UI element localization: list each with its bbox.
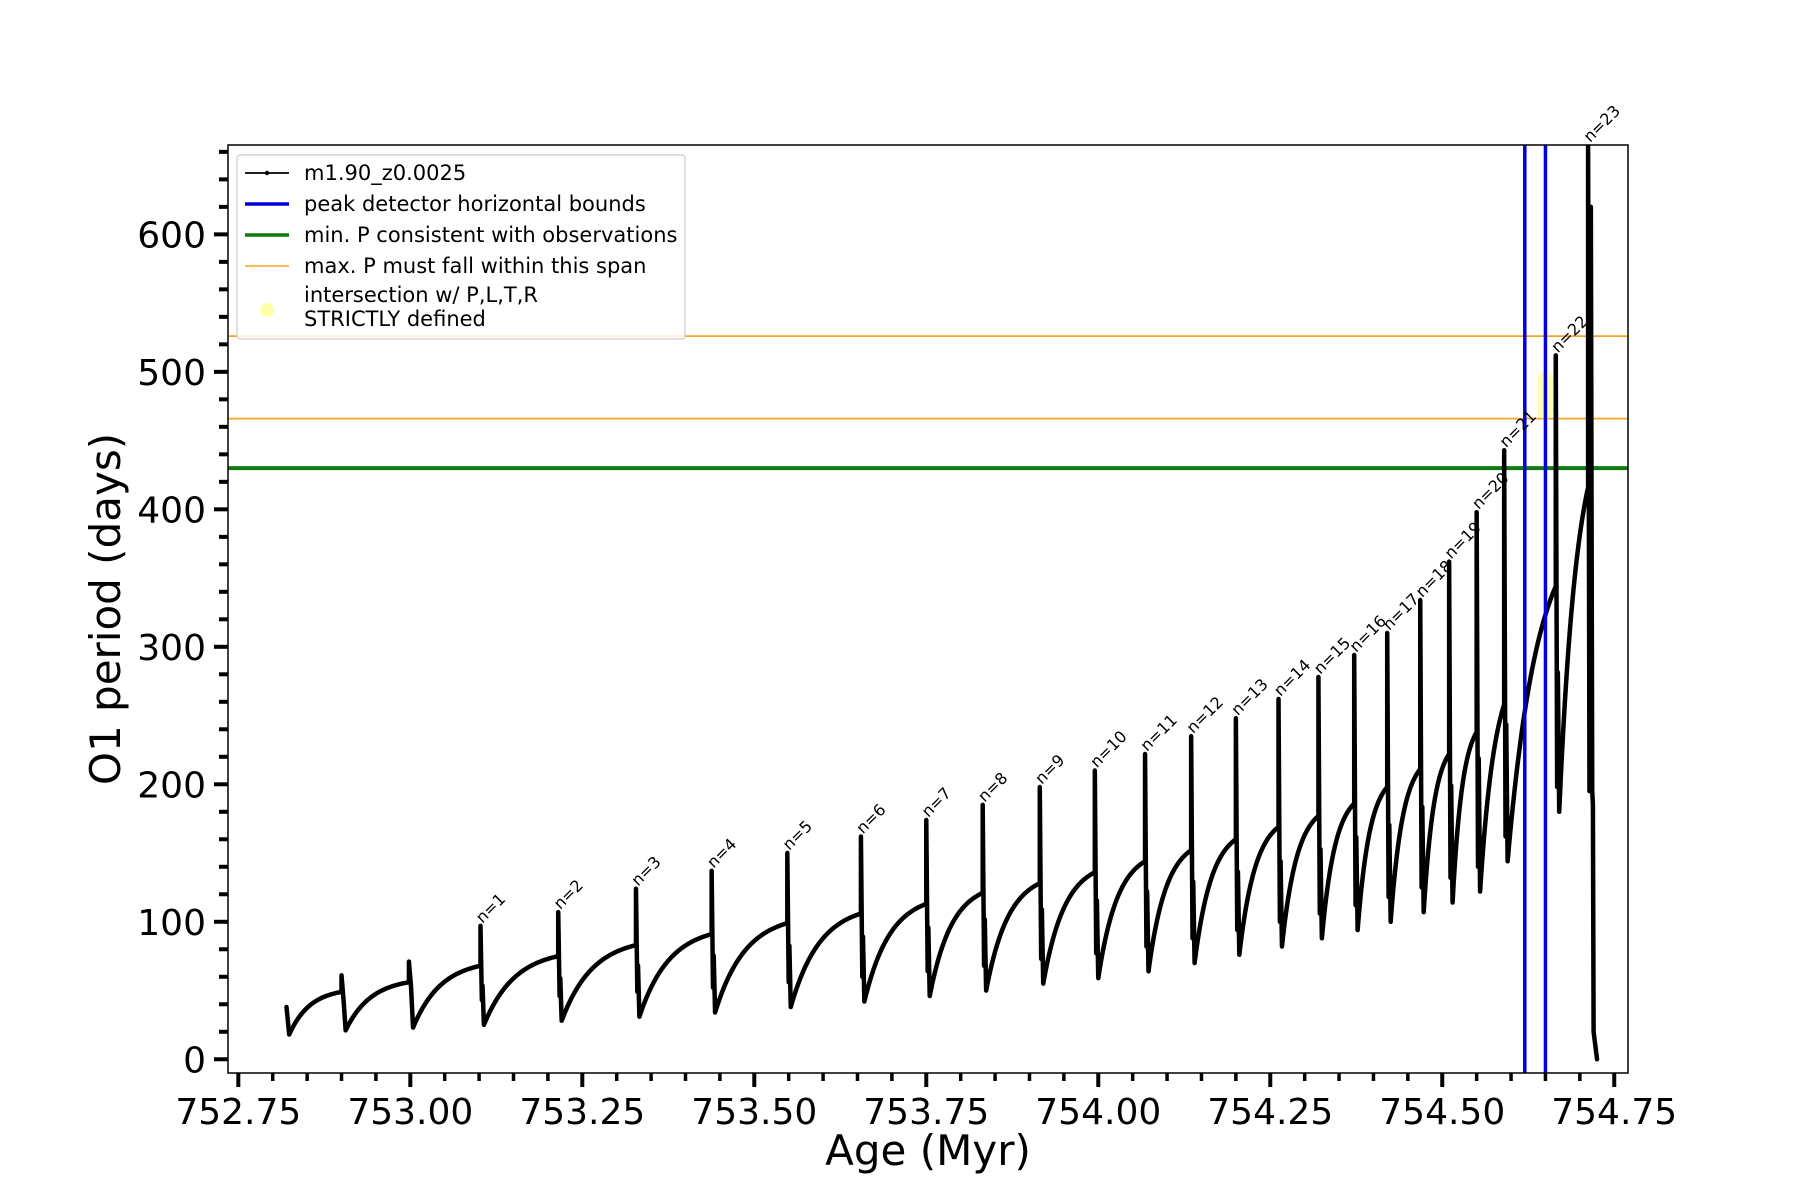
x-tick-label: 754.00: [1035, 1092, 1161, 1133]
y-tick-label: 300: [137, 628, 206, 669]
legend-label-0: m1.90_z0.0025: [304, 161, 466, 186]
y-axis-title: O1 period (days): [81, 433, 130, 785]
pulse-label-n6: n=6: [852, 800, 889, 837]
pulse-label-n4: n=4: [703, 834, 740, 871]
horizontal-bound-lines: [228, 335, 1628, 471]
pulse-label-n11: n=11: [1136, 710, 1180, 754]
pulse-label-n13: n=13: [1227, 675, 1271, 719]
legend-swatch-intersection: [260, 303, 274, 317]
x-tick-label: 753.00: [347, 1092, 473, 1133]
series-layer: [284, 145, 1600, 1062]
x-tick-label: 754.25: [1207, 1092, 1333, 1133]
x-tick-label: 753.50: [691, 1092, 817, 1133]
pulse-label-n17: n=17: [1379, 589, 1423, 633]
y-tick-label: 600: [137, 215, 206, 256]
series-line: [284, 145, 1600, 1062]
y-tick-label: 200: [137, 765, 206, 806]
x-tick-label: 753.25: [519, 1092, 645, 1133]
legend-label-1: peak detector horizontal bounds: [304, 192, 646, 216]
x-tick-label: 752.75: [175, 1092, 301, 1133]
y-axis: 0 100 200 300 400 500 600: [137, 149, 228, 1081]
pulse-label-n8: n=8: [974, 768, 1011, 805]
pulse-label-n9: n=9: [1031, 751, 1068, 788]
pulse-label-n14: n=14: [1270, 655, 1314, 699]
legend-label-3: max. P must fall within this span: [304, 254, 646, 278]
pulse-label-n3: n=3: [627, 852, 664, 889]
x-axis: 752.75 753.00 753.25 753.50 753.75 754.00 754.…: [175, 1073, 1677, 1133]
y-tick-label: 500: [137, 353, 206, 394]
x-tick-label: 754.50: [1379, 1092, 1505, 1133]
pulse-label-n7: n=7: [918, 784, 955, 821]
pulse-label-n1: n=1: [472, 889, 509, 926]
x-tick-label: 754.75: [1551, 1092, 1677, 1133]
legend-label-intersection: STRICTLY defined: [304, 307, 486, 331]
y-tick-label: 400: [137, 490, 206, 531]
pulse-label-n2: n=2: [550, 876, 587, 913]
pulse-label-n12: n=12: [1183, 693, 1227, 737]
x-tick-label: 753.75: [863, 1092, 989, 1133]
pulse-label-n5: n=5: [779, 817, 816, 854]
pulse-label-n10: n=10: [1086, 727, 1130, 771]
pulse-label-n23: n=23: [1579, 101, 1623, 145]
y-tick-label: 0: [183, 1040, 206, 1081]
pulse-label-n22: n=22: [1547, 312, 1591, 356]
pulse-label-n21: n=21: [1496, 407, 1540, 451]
legend-box: [236, 154, 686, 340]
peak-detector-bounds: [1523, 145, 1548, 1073]
legend-label-2: min. P consistent with observations: [304, 223, 677, 247]
x-axis-title: Age (Myr): [825, 1126, 1031, 1175]
legend-label-intersection: intersection w/ P,L,T,R: [304, 283, 538, 307]
legend-marker: [264, 170, 270, 176]
y-tick-label: 100: [137, 903, 206, 944]
